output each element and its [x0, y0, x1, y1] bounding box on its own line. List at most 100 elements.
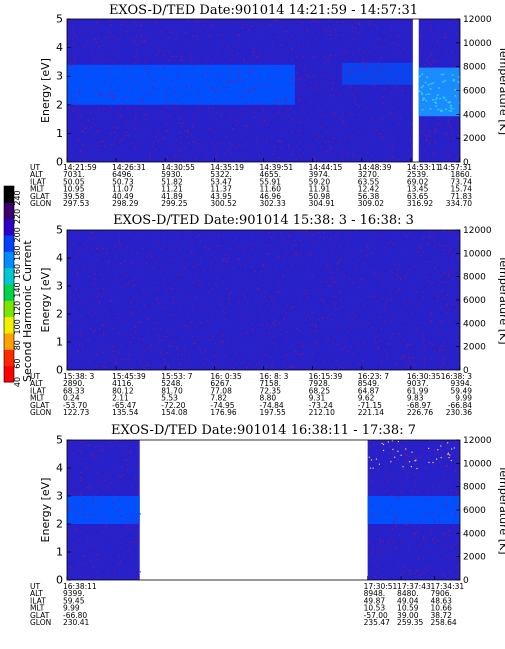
heatmap-cell	[266, 139, 268, 141]
y-tick-label: 0	[56, 156, 63, 169]
heatmap-cell	[436, 94, 439, 96]
heatmap-cell	[368, 542, 370, 544]
heatmap-cell	[351, 31, 354, 33]
heatmap-cell	[434, 130, 437, 132]
table-cell: 73.74	[451, 177, 473, 186]
heatmap-cell	[268, 78, 270, 80]
heatmap-cell	[93, 495, 95, 497]
heatmap-cell	[387, 480, 389, 483]
heatmap-cell	[109, 19, 111, 21]
heatmap-cell	[257, 37, 259, 39]
heatmap-cell	[192, 63, 195, 65]
heatmap-cell	[214, 147, 216, 149]
heatmap-cell	[307, 268, 309, 270]
heatmap-cell	[374, 24, 376, 26]
heatmap-cell	[87, 311, 90, 314]
heatmap-cell	[355, 59, 357, 61]
heatmap-cell	[345, 261, 347, 263]
heatmap-cell	[191, 85, 193, 87]
heatmap-cell	[300, 365, 302, 368]
heatmap-cell	[297, 353, 299, 356]
heatmap-cell	[123, 137, 125, 139]
heatmap-cell	[136, 447, 138, 449]
heatmap-cell	[162, 285, 164, 288]
heatmap-cell	[302, 353, 304, 355]
heatmap-cell	[370, 136, 372, 138]
heatmap-cell	[350, 138, 352, 140]
heatmap-cell	[180, 364, 183, 366]
heatmap-cell	[100, 140, 102, 142]
heatmap-cell	[376, 130, 378, 132]
heatmap-cell	[191, 241, 193, 243]
heatmap-cell	[406, 273, 408, 275]
heatmap-cell	[122, 320, 124, 323]
heatmap-cell	[322, 76, 324, 78]
heatmap-cell	[100, 239, 102, 241]
heatmap-cell	[394, 42, 396, 44]
heatmap-cell	[267, 355, 269, 357]
heatmap-cell	[255, 138, 258, 140]
heatmap-cell	[166, 130, 168, 132]
heatmap-cell	[391, 143, 393, 145]
table-cell: 10.66	[430, 604, 452, 613]
heatmap-cell	[140, 24, 142, 27]
heatmap-cell	[450, 546, 453, 548]
heatmap-cell	[274, 19, 276, 21]
heatmap-cell	[431, 59, 433, 62]
heatmap-cell	[301, 244, 304, 246]
heatmap-cell	[171, 55, 173, 57]
heatmap-cell	[319, 281, 322, 283]
heatmap-cell	[313, 75, 315, 77]
heatmap-cell	[245, 109, 247, 111]
heatmap-cell	[178, 132, 180, 134]
heatmap-cell	[96, 576, 98, 578]
heatmap-cell	[124, 21, 126, 23]
heatmap-cell	[315, 329, 317, 331]
heatmap-cell	[451, 335, 453, 337]
heatmap-cell	[163, 278, 165, 281]
colorbar-frame	[3, 185, 15, 383]
heatmap-cell	[179, 305, 181, 307]
heatmap-cell	[83, 76, 85, 78]
heatmap-cell	[426, 271, 428, 273]
heatmap-cell	[348, 154, 350, 157]
heatmap-cell	[434, 266, 436, 268]
heatmap-cell	[110, 36, 112, 38]
heatmap-cell	[141, 97, 143, 99]
heatmap-cell	[328, 141, 330, 143]
heatmap-cell	[322, 69, 324, 71]
heatmap-cell	[453, 489, 455, 492]
heatmap-cell	[285, 312, 288, 314]
heatmap-cell	[92, 331, 94, 333]
heatmap-cell	[326, 317, 328, 319]
heatmap-cell	[442, 348, 444, 350]
heatmap-cell	[384, 469, 386, 471]
heatmap-cell	[83, 131, 85, 134]
heatmap-cell	[408, 521, 410, 523]
colorbar-swatch	[4, 349, 14, 367]
heatmap-cell	[295, 72, 298, 74]
heatmap-cell	[334, 54, 336, 56]
heatmap-cell	[323, 30, 326, 32]
heatmap-cell	[263, 116, 265, 118]
heatmap-cell	[139, 363, 141, 365]
heatmap-cell	[390, 495, 392, 497]
heatmap-cell	[204, 24, 206, 26]
heatmap-cell	[86, 467, 88, 469]
heatmap-cell	[430, 83, 433, 85]
table-cell: 69.02	[407, 177, 429, 186]
heatmap-cell	[76, 317, 79, 320]
heatmap-cell	[451, 278, 453, 280]
heatmap-cell	[423, 98, 426, 100]
heatmap-cell	[94, 61, 96, 63]
heatmap-cell	[442, 574, 445, 576]
heatmap-cell	[251, 236, 253, 238]
heatmap-cell	[425, 93, 428, 96]
heatmap-cell	[91, 248, 93, 250]
heatmap-cell	[329, 19, 331, 21]
heatmap-cell	[272, 153, 274, 155]
heatmap-cell	[77, 251, 80, 253]
heatmap-cell	[235, 119, 237, 122]
heatmap-cell	[397, 44, 400, 46]
table-cell: 16:30:35	[407, 372, 441, 381]
